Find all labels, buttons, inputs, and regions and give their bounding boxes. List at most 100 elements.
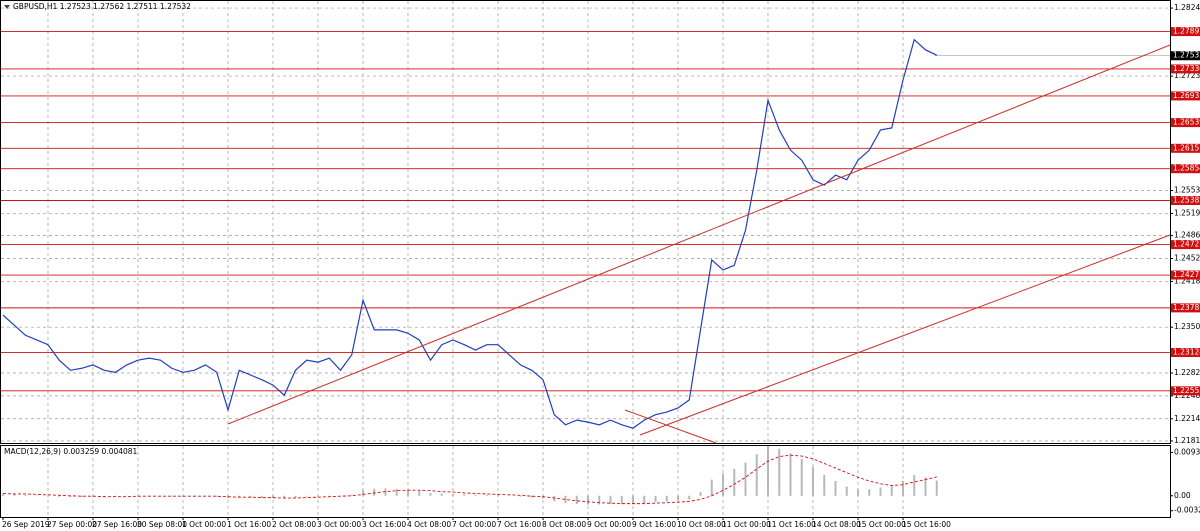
macd-bar [935,480,938,496]
macd-bar [553,495,556,502]
macd-y-tick-label: 0.009392 [1174,447,1200,456]
macd-bar [845,486,848,496]
level-tag [1171,118,1200,128]
level-tag [1171,27,1200,37]
macd-bar [474,494,477,496]
macd-bar [834,481,837,496]
x-tick-label: 1 Oct 16:00 [227,520,271,529]
x-tick-label: 27 Sep 00:00 [47,520,97,529]
macd-bar [69,495,72,498]
macd-bar [260,495,263,499]
y-tick-label: 1.22140 [1174,414,1200,423]
macd-bar [497,494,499,496]
macd-bar [519,495,522,497]
macd-bar [249,495,252,498]
level-label: 1.22555 [1173,386,1200,395]
macd-bar [755,454,758,496]
macd-bar [688,495,691,500]
macd-bar [598,495,601,505]
macd-bar [778,448,781,496]
x-tick-label: 8 Oct 08:00 [542,520,586,529]
signal-value: 0.004081 [102,447,138,456]
x-tick-label: 1 Oct 00:00 [182,520,226,529]
low: 1.27511 [127,2,158,11]
macd-bar [722,473,724,496]
x-tick-label: 15 Oct 00:00 [857,520,906,529]
level-label: 1.25382 [1173,195,1200,204]
y-tick-label: 1.25190 [1174,208,1200,217]
x-tick-label: 26 Sep 2019 [2,520,50,529]
macd-label: MACD(12,26,9) [4,447,61,456]
header: GBPUSD,H1 1.27523 1.27562 1.27511 1.2753… [13,2,191,11]
y-tick-label: 1.24860 [1174,231,1200,240]
macd-value: 0.003259 [63,447,99,456]
y-tick-label: 1.24180 [1174,276,1200,285]
x-tick-label: 11 Oct 16:00 [767,520,816,529]
level-label: 1.24727 [1173,240,1200,249]
y-tick-label: 1.27230 [1174,71,1200,80]
macd-bar [913,475,916,496]
macd-bar [868,489,871,496]
macd-bar [58,495,61,497]
macd-bar [587,495,589,505]
macd-bar [215,495,218,497]
macd-bar [452,493,454,496]
level-label: 1.26935 [1173,91,1200,100]
x-tick-label: 7 Oct 16:00 [497,520,541,529]
macd-bar [789,453,792,496]
x-tick-label: 15 Oct 16:00 [902,520,951,529]
y-tick-label: 1.22480 [1174,391,1200,400]
high: 1.27562 [93,2,124,11]
macd-bar [395,488,398,496]
macd-signal [2,454,937,505]
y-tick-label: 1.22820 [1174,368,1200,377]
macd-bar [283,495,286,499]
macd-bar [463,494,466,496]
level-label: 1.26157 [1173,143,1200,152]
macd-bar [440,493,443,496]
x-tick-label: 3 Oct 16:00 [362,520,406,529]
macd-bar [542,495,544,499]
y-tick-label: 1.28240 [1174,3,1200,12]
symbol: GBPUSD,H1 [13,2,58,11]
macd-bar [857,489,859,496]
macd-bar [879,487,882,496]
level-tag [1171,270,1200,280]
macd-y-tick-label: 0.00 [1174,491,1191,500]
macd-bar [564,495,567,504]
trend-line [227,44,1171,425]
macd-bar [24,494,27,496]
x-tick-label: 11 Oct 00:00 [722,520,771,529]
macd-bar [710,479,713,496]
macd-bar [609,495,612,505]
marks [1,31,1170,505]
macd-bar [677,495,679,501]
level-tag [1171,143,1200,153]
level-tag [1171,240,1200,250]
level-tag [1171,91,1200,101]
level-label: 1.25854 [1173,164,1200,173]
macd-bar [665,495,668,502]
macd-bar [103,495,106,497]
level-label: 1.23124 [1173,348,1200,357]
macd-bar [575,495,578,505]
macd-bar [272,495,274,499]
macd-bar [890,486,893,496]
macd-bar [418,491,421,496]
macd-y-tick-label: -0.003240 [1174,506,1200,515]
macd-header: MACD(12,26,9) 0.003259 0.004081 [4,447,138,456]
grid [1,1,1170,517]
x-tick-label: 9 Oct 00:00 [587,520,631,529]
macd-bar [114,495,117,497]
level-tag [1171,164,1200,174]
x-tick-label: 3 Oct 00:00 [317,520,361,529]
trend-line [624,409,717,444]
price-line [2,38,938,429]
macd-bar [294,495,297,498]
x-tick-label: 2 Oct 08:00 [272,520,316,529]
macd-bar [80,495,83,498]
macd-bar [407,489,409,496]
macd-bar [767,445,769,496]
level-tag [1171,386,1200,396]
